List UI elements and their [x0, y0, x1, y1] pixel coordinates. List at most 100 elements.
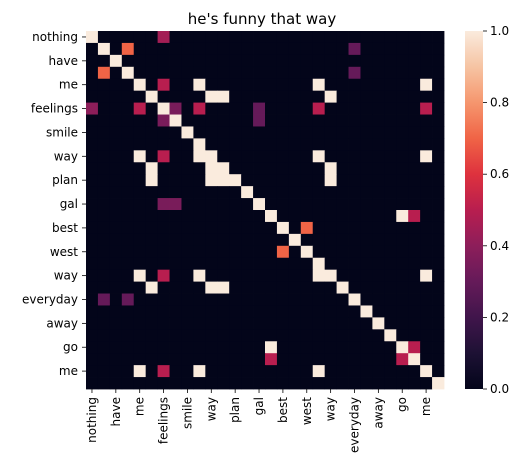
heatmap-cell: [241, 365, 254, 378]
heatmap-cell: [193, 317, 206, 330]
column-tick-label: best: [276, 397, 290, 423]
heatmap-cell: [169, 293, 182, 306]
heatmap-cell: [372, 269, 385, 282]
heatmap-cell: [276, 66, 290, 80]
heatmap-cell: [109, 54, 123, 68]
heatmap-cell: [348, 90, 361, 103]
heatmap-cell: [121, 186, 135, 199]
heatmap-cell: [97, 66, 111, 80]
heatmap-cell: [205, 365, 218, 378]
heatmap-cell: [432, 281, 445, 294]
heatmap-cell: [181, 78, 194, 92]
heatmap-cell: [157, 245, 170, 259]
heatmap-cell: [420, 317, 433, 330]
heatmap-cell: [288, 42, 302, 56]
heatmap-cell: [109, 353, 123, 366]
heatmap-cell: [241, 42, 254, 56]
heatmap-cell: [97, 42, 111, 56]
column-tick-label: plan: [228, 397, 242, 423]
heatmap-cell: [265, 269, 278, 282]
heatmap-cell: [384, 174, 397, 187]
heatmap-cell: [265, 257, 278, 271]
heatmap-cell: [432, 138, 445, 151]
heatmap-cell: [217, 102, 230, 115]
row-tick-label: west: [50, 245, 78, 259]
heatmap-cell: [276, 245, 290, 259]
heatmap-cell: [324, 114, 337, 127]
heatmap-cell: [86, 54, 99, 68]
heatmap-cell: [193, 138, 206, 151]
heatmap-cell: [336, 150, 349, 163]
heatmap-cell: [145, 114, 158, 127]
column-tick-label: away: [371, 397, 385, 429]
heatmap-cell: [193, 257, 206, 271]
heatmap-cell: [169, 90, 182, 103]
heatmap-cell: [288, 90, 302, 103]
heatmap-cell: [276, 317, 290, 330]
heatmap-cell: [145, 257, 158, 271]
heatmap-cell: [133, 210, 147, 223]
heatmap-cell: [288, 233, 302, 247]
heatmap-cell: [121, 377, 135, 390]
heatmap-cell: [372, 257, 385, 271]
heatmap-cell: [300, 162, 314, 175]
heatmap-cell: [360, 42, 373, 56]
column-tick-label: me: [419, 397, 433, 416]
heatmap-cell: [312, 78, 326, 92]
heatmap-cell: [336, 210, 349, 223]
heatmap-cell: [372, 329, 385, 342]
heatmap-cell: [348, 269, 361, 282]
heatmap-cell: [384, 54, 397, 68]
heatmap-cell: [145, 377, 158, 390]
heatmap-cell: [432, 66, 445, 80]
heatmap-cell: [193, 305, 206, 318]
row-tick-label: everyday: [22, 293, 78, 307]
heatmap-cell: [384, 186, 397, 199]
heatmap-cell: [229, 245, 242, 259]
heatmap-cell: [121, 162, 135, 175]
heatmap-cell: [384, 317, 397, 330]
heatmap-cell: [217, 377, 230, 390]
heatmap-cell: [181, 341, 194, 354]
heatmap-cell: [97, 162, 111, 175]
heatmap-cell: [217, 54, 230, 68]
heatmap-cell: [360, 305, 373, 318]
heatmap-cell: [133, 138, 147, 151]
heatmap-cell: [193, 150, 206, 163]
heatmap-cell: [312, 305, 326, 318]
heatmap-cell: [432, 174, 445, 187]
heatmap-cell: [86, 233, 99, 247]
heatmap-cell: [205, 281, 218, 294]
heatmap-cell: [97, 293, 111, 306]
colorbar-tick-labels: 0.0 0.2 0.4 0.6 0.8 1.0: [483, 24, 509, 396]
heatmap-cell: [181, 365, 194, 378]
heatmap-cell: [253, 78, 266, 92]
heatmap-cell: [169, 317, 182, 330]
heatmap-cell: [229, 42, 242, 56]
heatmap-cell: [193, 365, 206, 378]
heatmap-cell: [157, 114, 170, 127]
heatmap-cell: [253, 174, 266, 187]
heatmap-cell: [97, 281, 111, 294]
heatmap-cell: [193, 174, 206, 187]
column-tick-label: gal: [252, 397, 266, 415]
heatmap-cell: [217, 42, 230, 56]
heatmap-cell: [193, 210, 206, 223]
heatmap-cell: [109, 162, 123, 175]
heatmap-cell: [86, 31, 99, 44]
heatmap-cell: [193, 126, 206, 139]
heatmap-cell: [420, 198, 433, 211]
heatmap-cell: [408, 90, 421, 103]
heatmap-cell: [217, 210, 230, 223]
heatmap-cell: [312, 365, 326, 378]
heatmap-cell: [324, 365, 337, 378]
heatmap-cell: [205, 329, 218, 342]
heatmap-cell: [193, 198, 206, 211]
heatmap-cell: [157, 317, 170, 330]
heatmap-cell: [253, 186, 266, 199]
heatmap-cell: [121, 305, 135, 318]
heatmap-cell: [109, 257, 123, 271]
heatmap-cell: [157, 138, 170, 151]
heatmap-cell: [348, 221, 361, 235]
